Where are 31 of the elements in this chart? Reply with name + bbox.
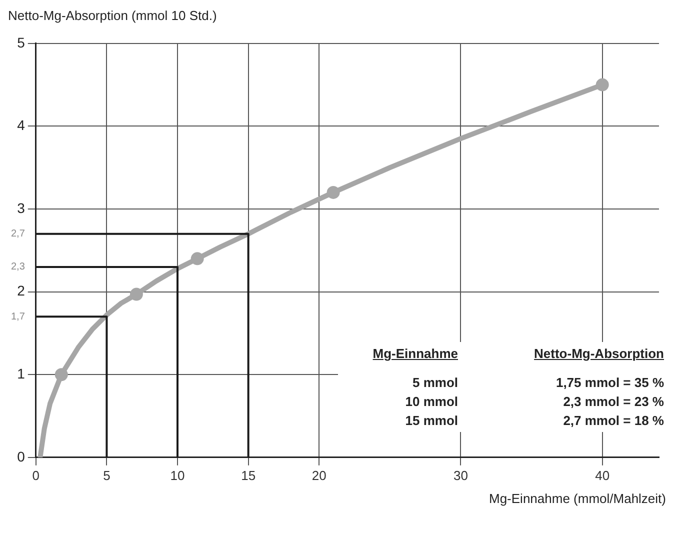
y-tick-label: 4 bbox=[17, 117, 26, 134]
y-tick-label: 1 bbox=[17, 365, 26, 382]
y-tick-label: 2 bbox=[17, 282, 26, 299]
point bbox=[326, 186, 340, 199]
annotation: 1,75 mmol = 35 % bbox=[554, 375, 664, 390]
x-tick-label: 0 bbox=[32, 468, 40, 483]
y-tick-label: 1,7 bbox=[10, 311, 26, 322]
x-tick-label: 10 bbox=[170, 468, 185, 483]
y-tick-label: 0 bbox=[17, 448, 26, 464]
point bbox=[190, 252, 204, 266]
y-tick-label: 5 bbox=[17, 34, 26, 50]
point bbox=[130, 288, 143, 301]
x-tick-label: 40 bbox=[595, 468, 610, 483]
point bbox=[596, 78, 609, 92]
annotation: Mg-Einnahme bbox=[372, 346, 459, 361]
point bbox=[54, 368, 68, 382]
annotation: 15 mmol bbox=[404, 413, 459, 428]
annotation: 10 mmol bbox=[404, 394, 459, 409]
y-tick-label: 3 bbox=[17, 200, 26, 216]
y-tick-label: 2,7 bbox=[10, 228, 26, 240]
y-axis-title: Netto-Mg-Absorption (mmol 10 Std.) bbox=[8, 8, 218, 25]
annotation: Netto-Mg-Absorption bbox=[533, 346, 664, 361]
annotation: 2,3 mmol = 23 % bbox=[562, 394, 664, 409]
x-axis-title: Mg-Einnahme (mmol/Mahlzeit) bbox=[488, 491, 666, 506]
x-tick-label: 20 bbox=[312, 468, 326, 483]
annotation: 5 mmol bbox=[411, 375, 459, 390]
annotation: 2,7 mmol = 18 % bbox=[562, 413, 664, 428]
x-tick-label: 15 bbox=[241, 468, 256, 483]
y-tick-label: 2,3 bbox=[10, 262, 26, 273]
x-tick-label: 30 bbox=[454, 468, 468, 483]
x-tick-label: 5 bbox=[103, 468, 110, 483]
